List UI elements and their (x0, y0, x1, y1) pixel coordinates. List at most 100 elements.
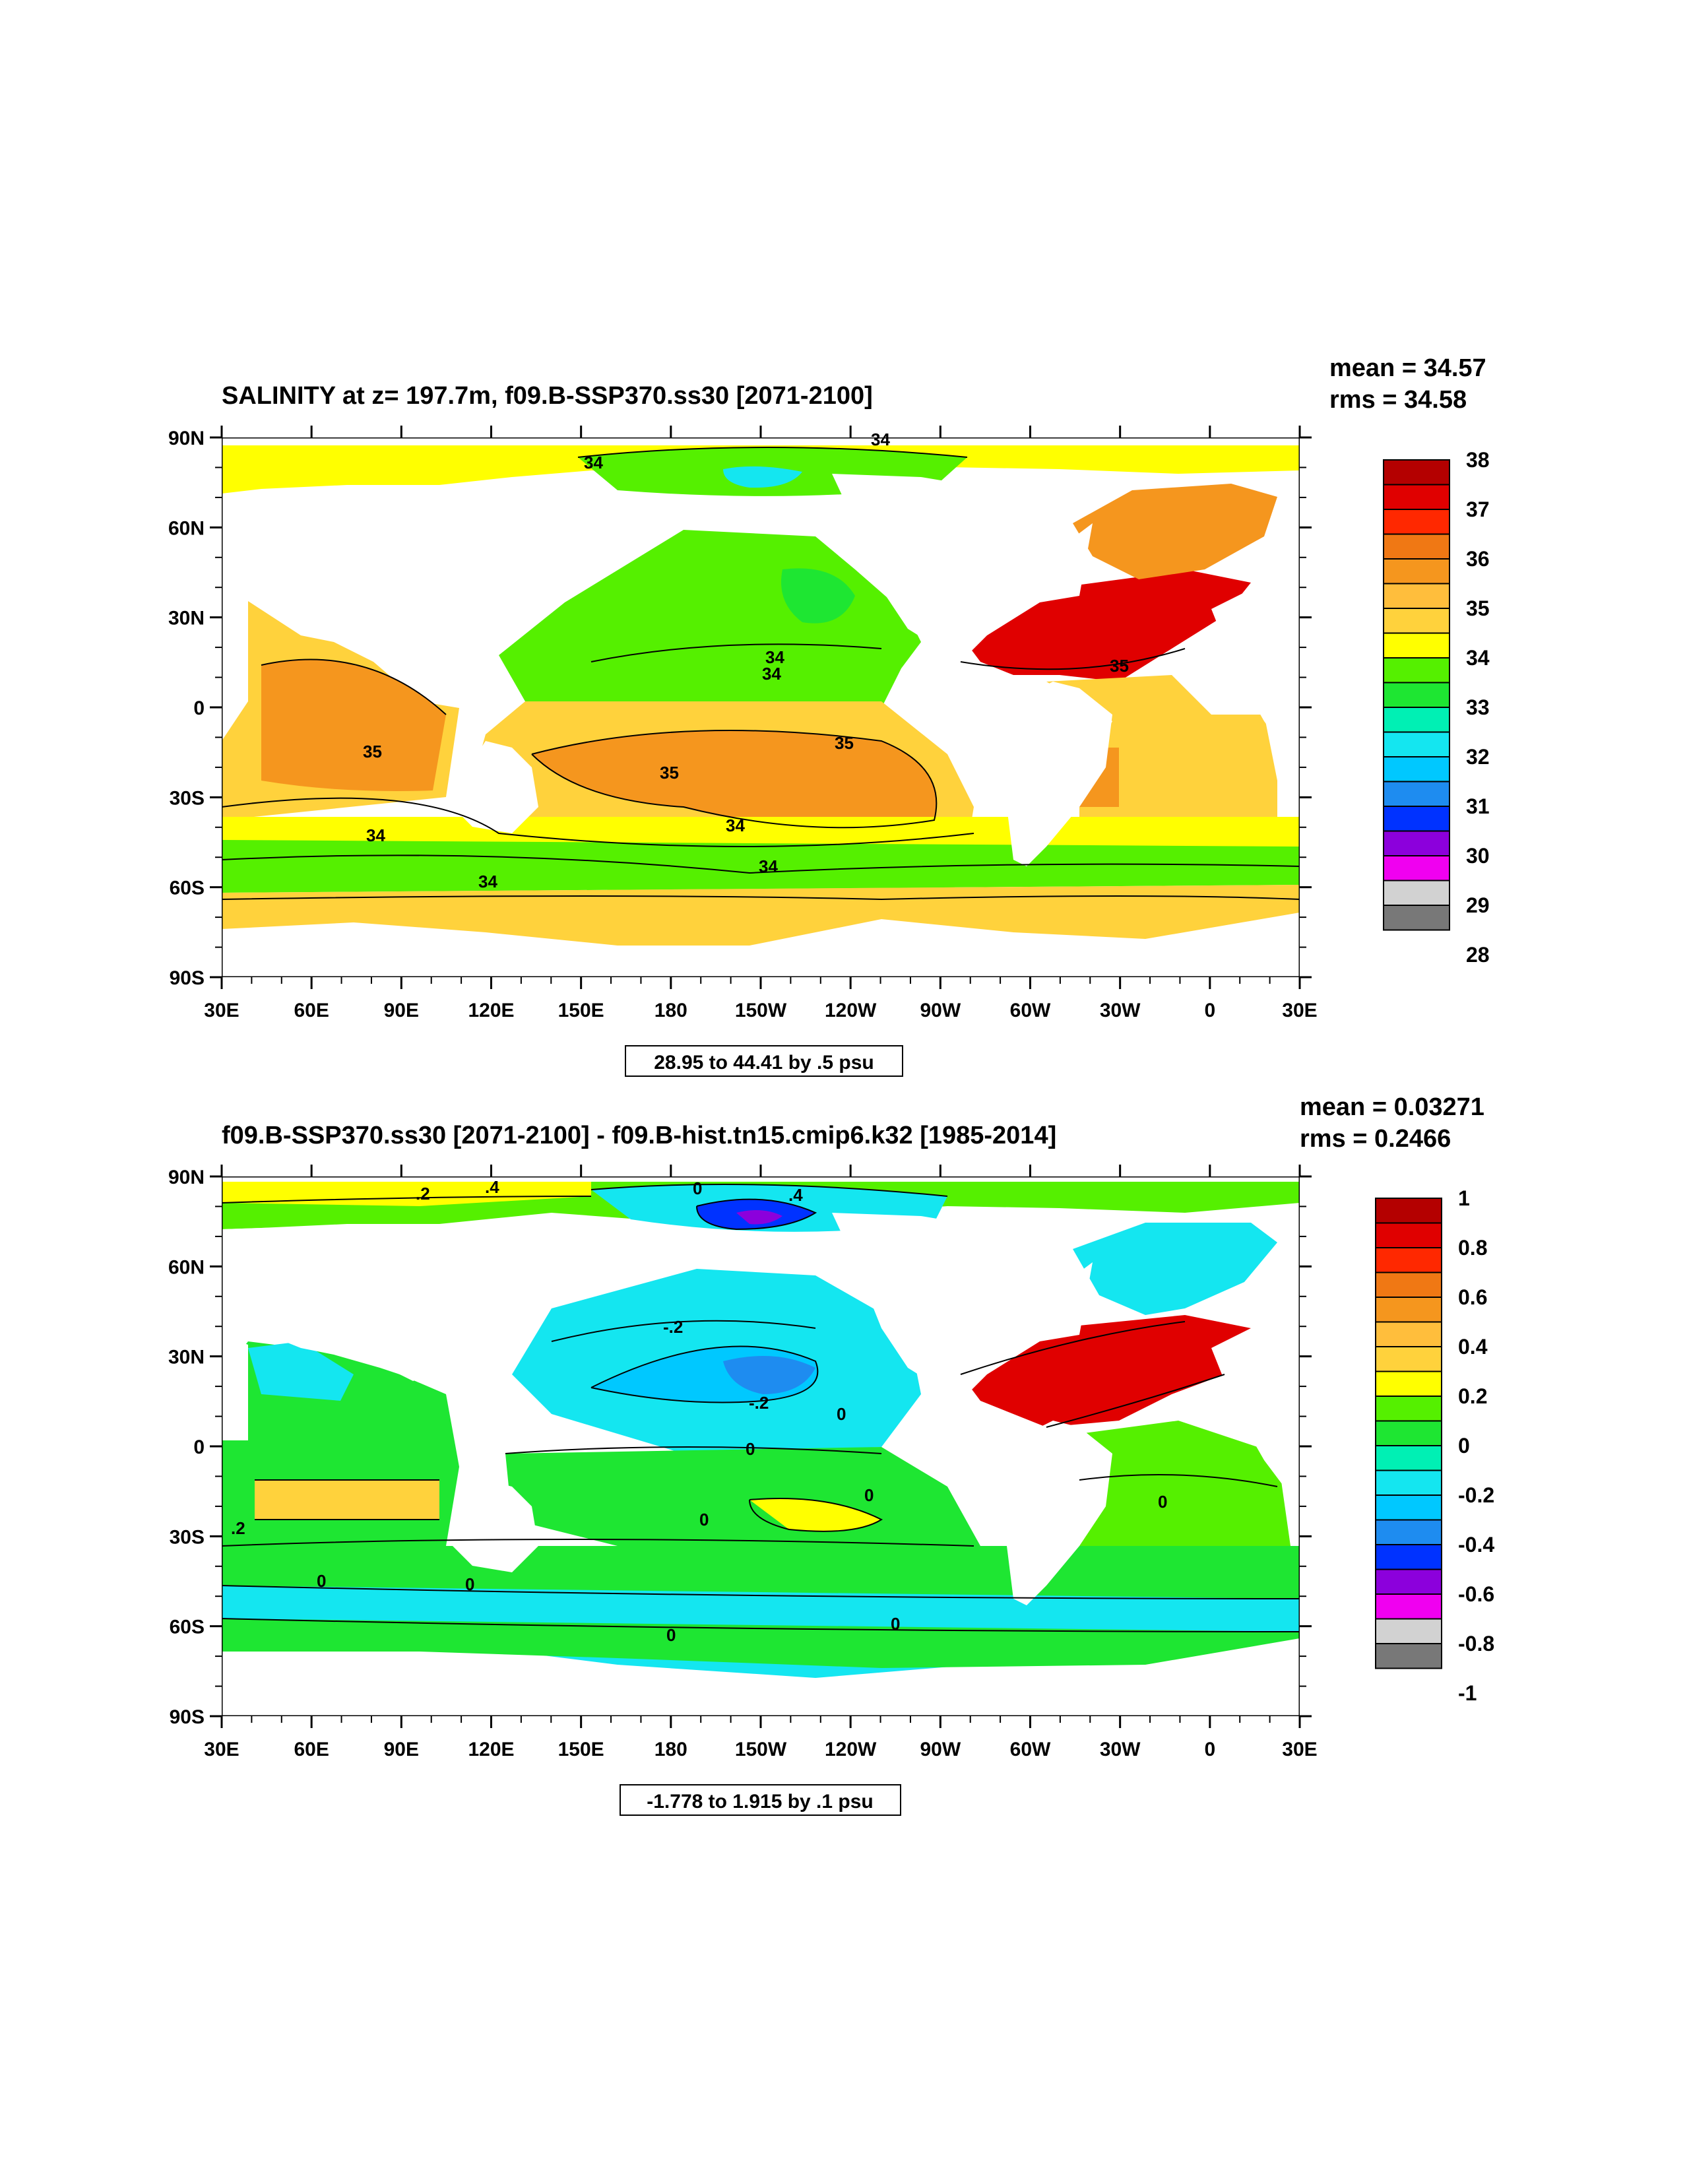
lon-label: 90W (920, 1739, 961, 1760)
contour-label: -.2 (749, 1393, 769, 1413)
colorbar-swatch (1375, 1618, 1442, 1644)
colorbar-label: 0.6 (1458, 1285, 1487, 1309)
lon-label: 0 (1204, 1000, 1215, 1021)
colorbar-swatch (1383, 781, 1450, 807)
lon-label: 60W (1010, 1000, 1051, 1021)
contour-label: 34 (584, 453, 603, 472)
lon-label: 60E (294, 1000, 329, 1021)
colorbar-swatch (1375, 1346, 1442, 1372)
colorbar-swatch (1375, 1370, 1442, 1397)
panel-1-contours (222, 447, 1300, 901)
contour-label: 0 (465, 1574, 474, 1594)
lon-label: 90E (384, 1000, 419, 1021)
contour-label: 34 (366, 825, 385, 845)
colorbar-label: -0.4 (1458, 1533, 1494, 1557)
arctic-fresh-core-inner (736, 1210, 782, 1225)
lon-label: 30W (1100, 1000, 1141, 1021)
panel-2-colorbar: 1 0.8 0.6 0.4 0.2 0 -0.2 -0.4 -0.6 -0.8 -1 (1375, 1186, 1494, 1705)
contour-label: 0 (891, 1614, 900, 1634)
lat-label: 60N (168, 1256, 205, 1278)
africa-west-landmask (1211, 1328, 1300, 1487)
colorbar-label: 31 (1466, 794, 1490, 818)
lon-label: 150W (735, 1000, 787, 1021)
south-america-landmask (987, 1421, 1112, 1605)
lat-label: 60N (168, 517, 205, 539)
panel-2-mean: mean = 0.03271 (1300, 1093, 1484, 1121)
contour-label: -.2 (663, 1317, 683, 1337)
lat-label: 90N (168, 1167, 205, 1188)
indian-ocean-negative (248, 1341, 354, 1401)
colorbar-label: 34 (1466, 646, 1490, 670)
contour-label: .4 (485, 1177, 499, 1197)
lon-label: 120E (468, 1000, 514, 1021)
africa-east-landmask (222, 1335, 248, 1440)
colorbar-swatch (1375, 1321, 1442, 1347)
north-america-landmask (832, 1213, 1093, 1401)
colorbar-label: 30 (1466, 844, 1490, 868)
colorbar-swatch (1383, 583, 1450, 609)
lon-label: 150E (558, 1000, 604, 1021)
lat-label: 0 (193, 1436, 205, 1458)
north-pacific (499, 530, 921, 721)
africa-west-landmask (1211, 589, 1300, 748)
lon-label: 60E (294, 1739, 329, 1760)
south-pacific-salty-core (532, 730, 937, 828)
lat-label: 30N (168, 608, 205, 629)
lon-label: 30E (1282, 1000, 1317, 1021)
south-america-landmask (987, 682, 1112, 866)
contour-label: 0 (317, 1571, 326, 1591)
north-pacific-fresh-core (781, 568, 855, 624)
colorbar-label: 0.4 (1458, 1335, 1488, 1359)
panel-2-contours (222, 1184, 1300, 1632)
africa-east-landmask (222, 596, 248, 701)
colorbar-swatch (1375, 1494, 1442, 1521)
panel-2-contour-info: -1.778 to 1.915 by .1 psu (647, 1791, 874, 1813)
colorbar-swatch (1375, 1445, 1442, 1471)
lat-label: 30N (168, 1347, 205, 1368)
lat-label: 90S (170, 967, 205, 989)
lon-label: 150W (735, 1739, 787, 1760)
contour-label: 34 (726, 816, 745, 835)
panel-1-rms: rms = 34.58 (1329, 386, 1467, 414)
colorbar-swatch (1383, 657, 1450, 684)
colorbar-swatch (1375, 1297, 1442, 1323)
contour-label: 0 (666, 1625, 676, 1645)
antarctica-landmask (222, 1685, 1300, 1716)
contour-label: 0 (699, 1510, 709, 1529)
panel-salinity: SALINITY at z= 197.7m, f09.B-SSP370.ss30… (168, 354, 1490, 1077)
colorbar-label: 38 (1466, 448, 1490, 472)
panel-1-contour-label-group: 34 34 34 34 35 35 35 35 34 34 34 34 (363, 430, 1129, 891)
colorbar-label: 37 (1466, 498, 1490, 521)
lon-label: 90E (384, 1739, 419, 1760)
colorbar-swatch (1375, 1519, 1442, 1545)
colorbar-swatch (1383, 632, 1450, 658)
panel-2-contour-info-box (620, 1784, 901, 1816)
colorbar-swatch (1383, 509, 1450, 535)
panel-1-colorbar: 38 37 36 35 34 33 32 31 30 29 28 (1383, 448, 1490, 967)
panel-1-contour-info: 28.95 to 44.41 by .5 psu (654, 1052, 874, 1074)
lat-label: 60S (170, 1617, 205, 1638)
contour-label: 34 (478, 872, 497, 891)
colorbar-swatch (1375, 1469, 1442, 1496)
indian-ocean-salty-core (261, 659, 446, 791)
panel-2-map (222, 1176, 1300, 1716)
colorbar-swatch (1375, 1247, 1442, 1273)
lon-label: 120E (468, 1739, 514, 1760)
colorbar-label: -0.2 (1458, 1483, 1494, 1507)
colorbar-label: 36 (1466, 547, 1490, 571)
colorbar-swatch (1383, 558, 1450, 585)
colorbar-swatch (1375, 1643, 1442, 1669)
contour-label: 0 (864, 1485, 874, 1505)
colorbar-swatch (1375, 1420, 1442, 1446)
lat-label: 60S (170, 878, 205, 899)
lon-label: 30E (1282, 1739, 1317, 1760)
panel-2-axes: 90N 60N 30N 0 30S 60S 90S 30E 60E 90E 120E 150E 180 1… (168, 1165, 1318, 1760)
contour-label: 35 (835, 733, 854, 753)
panel-1-axes: 90N 60N 30N 0 30S 60S 90S 30E 60E 90E 120E 150E 180 1… (168, 426, 1318, 1021)
colorbar-swatch (1383, 682, 1450, 708)
south-atlantic (1046, 675, 1277, 860)
lon-label: 90W (920, 1000, 961, 1021)
contour-label: 35 (660, 763, 679, 783)
colorbar-swatch (1375, 1593, 1442, 1620)
southern-ocean-orange-belt (222, 885, 1300, 946)
